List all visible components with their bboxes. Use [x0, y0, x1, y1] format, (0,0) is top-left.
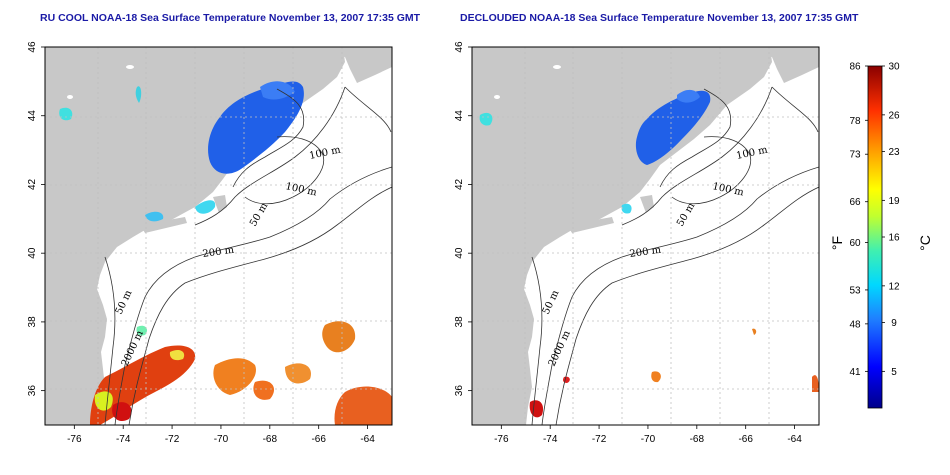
- lat-tick-label: 36: [454, 385, 465, 397]
- celsius-tick-label: 16: [888, 233, 900, 244]
- celsius-tick-label: 30: [888, 62, 900, 73]
- lat-tick-label: 40: [27, 247, 38, 259]
- lat-tick-label: 46: [454, 41, 465, 53]
- lat-tick-label: 42: [27, 178, 38, 190]
- left-map-plot-area: 100 m 100 m 50 m 200 m 50 m 2000 m: [44, 46, 393, 426]
- right-map-panel: 100 m 100 m 50 m 200 m 50 m 2000 m -76 -7…: [454, 41, 820, 445]
- lat-lon-grid: [472, 47, 819, 425]
- fahrenheit-tick-label: 41: [849, 367, 861, 378]
- lon-tick-label: -72: [592, 434, 607, 445]
- fahrenheit-tick-label: 78: [849, 116, 861, 127]
- lat-tick-label: 40: [454, 247, 465, 259]
- fahrenheit-unit-label: °F: [829, 236, 845, 250]
- lat-tick-label: 42: [454, 178, 465, 190]
- celsius-tick-label: 26: [888, 110, 900, 121]
- lon-tick-label: -76: [67, 434, 82, 445]
- lat-tick-label: 36: [27, 385, 38, 397]
- left-map-title: RU COOL NOAA-18 Sea Surface Temperature …: [40, 12, 421, 24]
- temperature-colorbar: 30 26 23 19 16 12 9 5 86 78 73 66 60 53 48 41 °F °C: [829, 62, 933, 409]
- lon-tick-label: -66: [311, 434, 326, 445]
- lon-tick-label: -72: [165, 434, 180, 445]
- right-map-plot-area: 100 m 100 m 50 m 200 m 50 m 2000 m: [471, 46, 820, 426]
- lat-tick-label: 44: [27, 110, 38, 122]
- lon-tick-label: -76: [494, 434, 509, 445]
- lon-tick-label: -64: [787, 434, 802, 445]
- fahrenheit-tick-label: 86: [849, 62, 861, 73]
- lon-tick-label: -68: [690, 434, 705, 445]
- sst-patches-declouded: [479, 89, 819, 418]
- lon-tick-label: -74: [116, 434, 131, 445]
- celsius-unit-label: °C: [917, 235, 933, 251]
- celsius-tick-label: 12: [888, 281, 900, 292]
- fahrenheit-tick-label: 73: [849, 150, 861, 161]
- lat-tick-label: 38: [27, 316, 38, 328]
- left-map-panel: 100 m 100 m 50 m 200 m 50 m 2000 m -76 -7…: [27, 41, 393, 445]
- celsius-tick-label: 9: [891, 318, 897, 329]
- lon-tick-label: -70: [641, 434, 656, 445]
- lon-tick-label: -66: [738, 434, 753, 445]
- right-map-frame: [471, 46, 820, 426]
- right-map-title: DECLOUDED NOAA-18 Sea Surface Temperatur…: [460, 12, 859, 24]
- celsius-tick-label: 5: [891, 367, 897, 378]
- left-map-frame: [44, 46, 393, 426]
- lon-tick-label: -74: [543, 434, 558, 445]
- lat-tick-label: 38: [454, 316, 465, 328]
- lon-tick-label: -68: [263, 434, 278, 445]
- lat-tick-label: 46: [27, 41, 38, 53]
- contour-label-200m: 200 m: [629, 245, 662, 260]
- fahrenheit-tick-label: 60: [849, 238, 861, 249]
- sst-patches: [59, 81, 392, 425]
- fahrenheit-tick-label: 53: [849, 285, 861, 296]
- celsius-tick-label: 23: [888, 147, 900, 158]
- colorbar-gradient: [867, 65, 883, 409]
- lon-tick-label: -64: [360, 434, 375, 445]
- fahrenheit-tick-label: 66: [849, 197, 861, 208]
- lat-lon-grid: [45, 47, 392, 425]
- contour-label-200m: 200 m: [202, 245, 235, 260]
- lon-tick-label: -70: [214, 434, 229, 445]
- fahrenheit-tick-label: 48: [849, 319, 861, 330]
- celsius-tick-label: 19: [888, 196, 900, 207]
- lat-tick-label: 44: [454, 110, 465, 122]
